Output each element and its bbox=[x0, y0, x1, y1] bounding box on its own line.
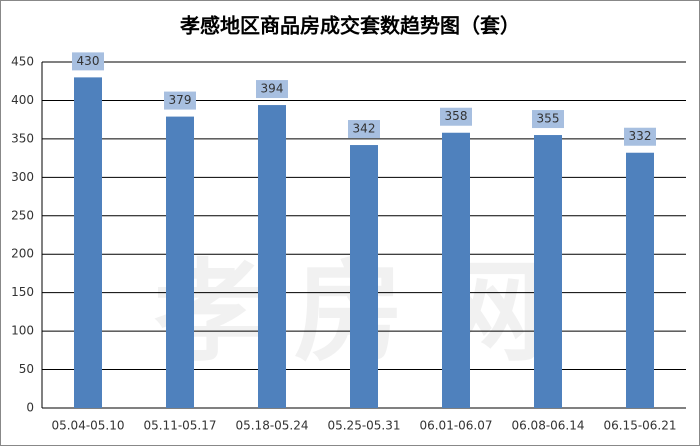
y-tick-label: 150 bbox=[11, 285, 34, 299]
x-tick-label: 05.04-05.10 bbox=[51, 419, 124, 433]
bar bbox=[258, 105, 286, 409]
y-tick-label: 100 bbox=[11, 324, 34, 338]
data-label-box bbox=[440, 107, 472, 126]
data-label: 379 bbox=[169, 93, 192, 107]
data-label-box bbox=[164, 91, 196, 110]
bar bbox=[166, 116, 194, 408]
y-tick-label: 400 bbox=[11, 93, 34, 107]
data-label-box bbox=[256, 80, 288, 99]
data-label: 332 bbox=[629, 129, 652, 143]
y-tick-label: 350 bbox=[11, 131, 34, 145]
x-tick-label: 05.11-05.17 bbox=[143, 419, 216, 433]
y-tick-label: 300 bbox=[11, 170, 34, 184]
y-tick-label: 0 bbox=[26, 401, 34, 415]
bar bbox=[74, 77, 102, 408]
data-label-box bbox=[348, 120, 380, 139]
data-label-box bbox=[624, 127, 656, 146]
data-label: 394 bbox=[261, 82, 284, 96]
chart-title: 孝感地区商品房成交套数趋势图（套） bbox=[179, 14, 520, 38]
y-tick-label: 450 bbox=[11, 55, 34, 69]
data-label: 430 bbox=[77, 54, 100, 68]
bar bbox=[626, 152, 654, 408]
bar bbox=[442, 132, 470, 408]
data-label: 358 bbox=[445, 109, 468, 123]
x-tick-label: 05.18-05.24 bbox=[235, 419, 308, 433]
bar bbox=[350, 145, 378, 409]
data-label-box bbox=[532, 110, 564, 129]
y-tick-label: 250 bbox=[11, 208, 34, 222]
watermark: 孝房网 bbox=[154, 248, 574, 376]
y-tick-label: 200 bbox=[11, 247, 34, 261]
bar bbox=[534, 135, 562, 409]
x-tick-label: 06.01-06.07 bbox=[419, 419, 492, 433]
data-label: 342 bbox=[353, 122, 376, 136]
x-tick-label: 06.08-06.14 bbox=[511, 419, 584, 433]
data-label: 355 bbox=[537, 112, 560, 126]
y-tick-label: 50 bbox=[19, 362, 34, 376]
data-label-box bbox=[72, 52, 104, 71]
x-tick-label: 06.15-06.21 bbox=[603, 419, 676, 433]
x-tick-label: 05.25-05.31 bbox=[327, 419, 400, 433]
